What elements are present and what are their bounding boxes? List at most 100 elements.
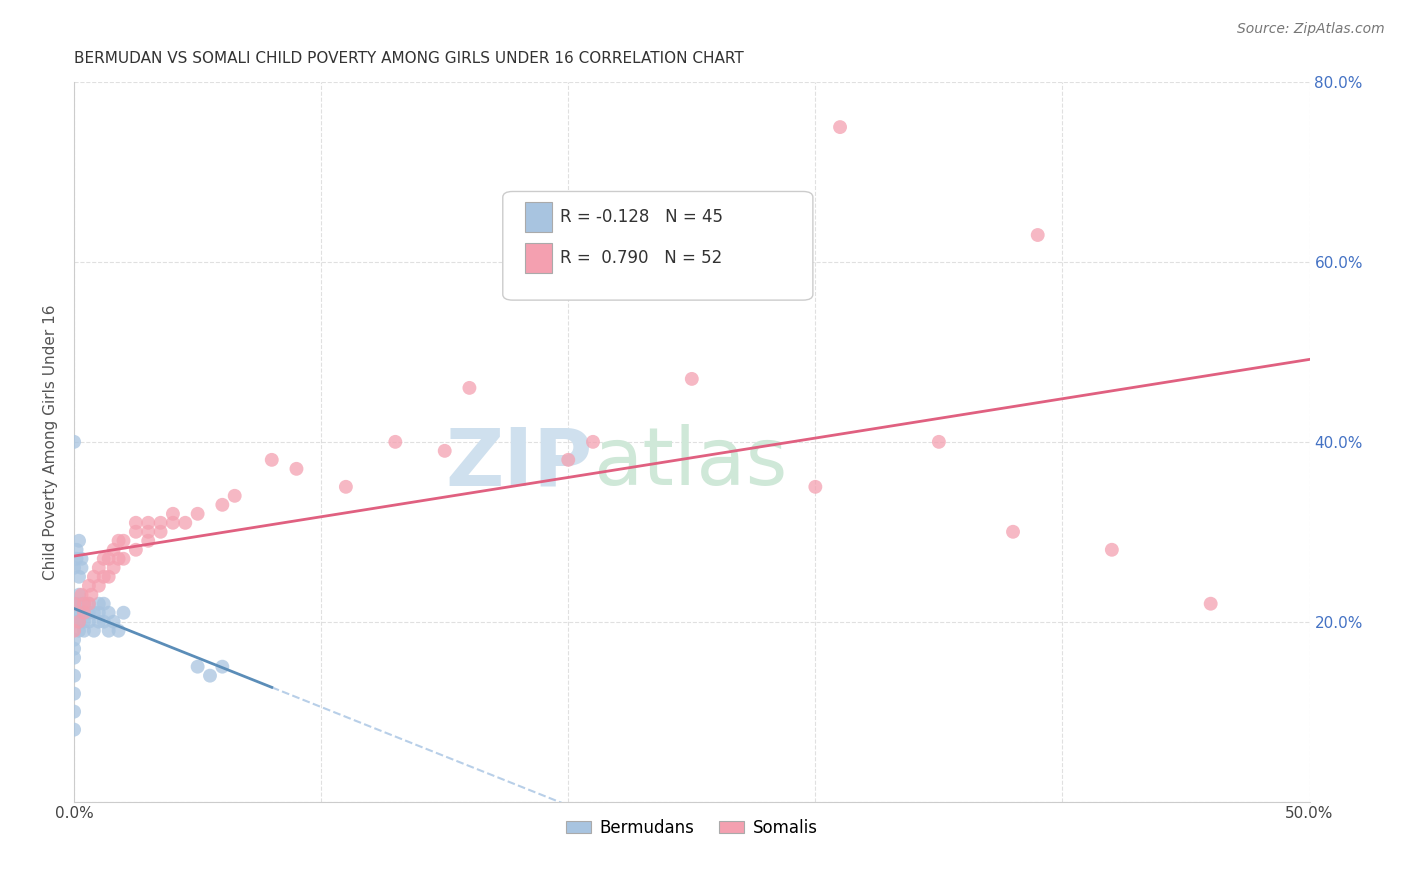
Text: ZIP: ZIP xyxy=(446,425,593,502)
Point xyxy=(67,570,90,584)
Text: R =  0.790   N = 52: R = 0.790 N = 52 xyxy=(560,249,721,267)
Point xyxy=(285,462,308,476)
Point xyxy=(1026,227,1049,242)
Point xyxy=(162,516,184,530)
Point xyxy=(681,372,703,386)
Point xyxy=(97,624,120,638)
Point xyxy=(136,516,159,530)
Point xyxy=(198,668,221,682)
Text: atlas: atlas xyxy=(593,425,787,502)
Point xyxy=(73,597,96,611)
Text: R = -0.128   N = 45: R = -0.128 N = 45 xyxy=(560,208,723,226)
Point xyxy=(73,597,96,611)
Point xyxy=(63,641,86,656)
Point xyxy=(83,606,105,620)
Point xyxy=(63,597,86,611)
Point xyxy=(187,507,209,521)
Point xyxy=(63,615,86,629)
Point xyxy=(83,624,105,638)
Point xyxy=(93,615,115,629)
Point xyxy=(70,588,93,602)
Point xyxy=(87,560,110,574)
Point xyxy=(103,560,125,574)
Point xyxy=(77,597,100,611)
Point xyxy=(63,668,86,682)
Point xyxy=(174,516,197,530)
Point xyxy=(1101,542,1123,557)
Point xyxy=(67,597,90,611)
Point xyxy=(67,606,90,620)
Point xyxy=(77,597,100,611)
Point xyxy=(107,624,129,638)
Point xyxy=(63,723,86,737)
Point xyxy=(149,524,172,539)
Point xyxy=(162,507,184,521)
Point xyxy=(224,489,246,503)
Point xyxy=(67,588,90,602)
Y-axis label: Child Poverty Among Girls Under 16: Child Poverty Among Girls Under 16 xyxy=(44,304,58,580)
Point xyxy=(828,120,851,134)
Point xyxy=(87,579,110,593)
Point xyxy=(63,650,86,665)
Point xyxy=(1199,597,1222,611)
Point xyxy=(65,542,87,557)
Point xyxy=(1001,524,1024,539)
Point xyxy=(73,615,96,629)
Point xyxy=(67,615,90,629)
Point xyxy=(335,480,357,494)
Point xyxy=(87,606,110,620)
Point xyxy=(211,659,233,673)
Point xyxy=(83,570,105,584)
Point xyxy=(112,533,135,548)
Point xyxy=(87,615,110,629)
Point xyxy=(112,606,135,620)
Point xyxy=(80,588,103,602)
Point xyxy=(77,615,100,629)
Point xyxy=(67,533,90,548)
Point xyxy=(73,624,96,638)
Point xyxy=(103,542,125,557)
Point xyxy=(65,551,87,566)
Point xyxy=(63,624,86,638)
Point xyxy=(67,615,90,629)
Point xyxy=(67,624,90,638)
Point xyxy=(77,606,100,620)
Point xyxy=(93,597,115,611)
Point xyxy=(928,434,950,449)
Point xyxy=(136,524,159,539)
Text: BERMUDAN VS SOMALI CHILD POVERTY AMONG GIRLS UNDER 16 CORRELATION CHART: BERMUDAN VS SOMALI CHILD POVERTY AMONG G… xyxy=(75,51,744,66)
Point xyxy=(63,687,86,701)
Point xyxy=(63,434,86,449)
Point xyxy=(97,606,120,620)
Point xyxy=(93,551,115,566)
Point xyxy=(125,516,148,530)
Point xyxy=(93,570,115,584)
Text: Source: ZipAtlas.com: Source: ZipAtlas.com xyxy=(1237,22,1385,37)
Point xyxy=(187,659,209,673)
Point xyxy=(63,597,86,611)
Point xyxy=(582,434,605,449)
Point xyxy=(211,498,233,512)
Point xyxy=(149,516,172,530)
Point xyxy=(557,453,579,467)
Point xyxy=(136,533,159,548)
FancyBboxPatch shape xyxy=(524,243,553,273)
Point xyxy=(125,524,148,539)
Point xyxy=(63,606,86,620)
FancyBboxPatch shape xyxy=(503,192,813,300)
Point xyxy=(70,560,93,574)
Point xyxy=(73,606,96,620)
Legend: Bermudans, Somalis: Bermudans, Somalis xyxy=(560,813,824,844)
Point xyxy=(97,551,120,566)
FancyBboxPatch shape xyxy=(524,202,553,232)
Point xyxy=(112,551,135,566)
Point xyxy=(103,615,125,629)
Point xyxy=(63,705,86,719)
Point xyxy=(260,453,283,467)
Point xyxy=(458,381,481,395)
Point xyxy=(63,560,86,574)
Point xyxy=(384,434,406,449)
Point xyxy=(433,443,456,458)
Point xyxy=(125,542,148,557)
Point xyxy=(107,551,129,566)
